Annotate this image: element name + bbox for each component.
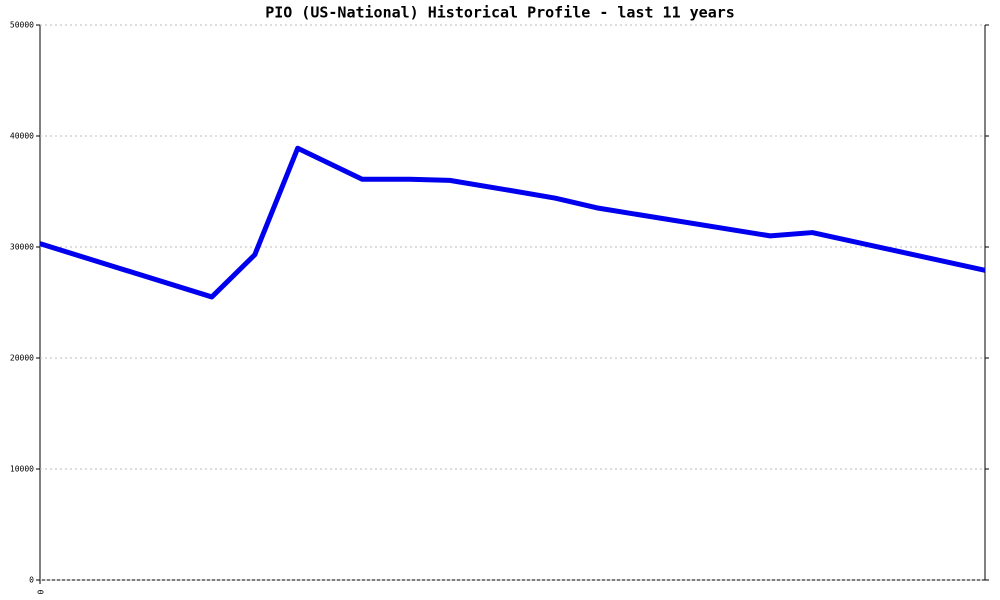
y-tick-label: 10000 [10,465,34,474]
chart-title: PIO (US-National) Historical Profile - l… [265,4,735,22]
line-series [39,145,986,300]
y-tick-label: 50000 [10,21,34,30]
y-tick-label: 20000 [10,354,34,363]
y-tick-label: 30000 [10,243,34,252]
y-tick-label: 40000 [10,132,34,141]
x-tick-label: 0 [36,590,45,595]
y-tick-label: 0 [29,576,34,585]
